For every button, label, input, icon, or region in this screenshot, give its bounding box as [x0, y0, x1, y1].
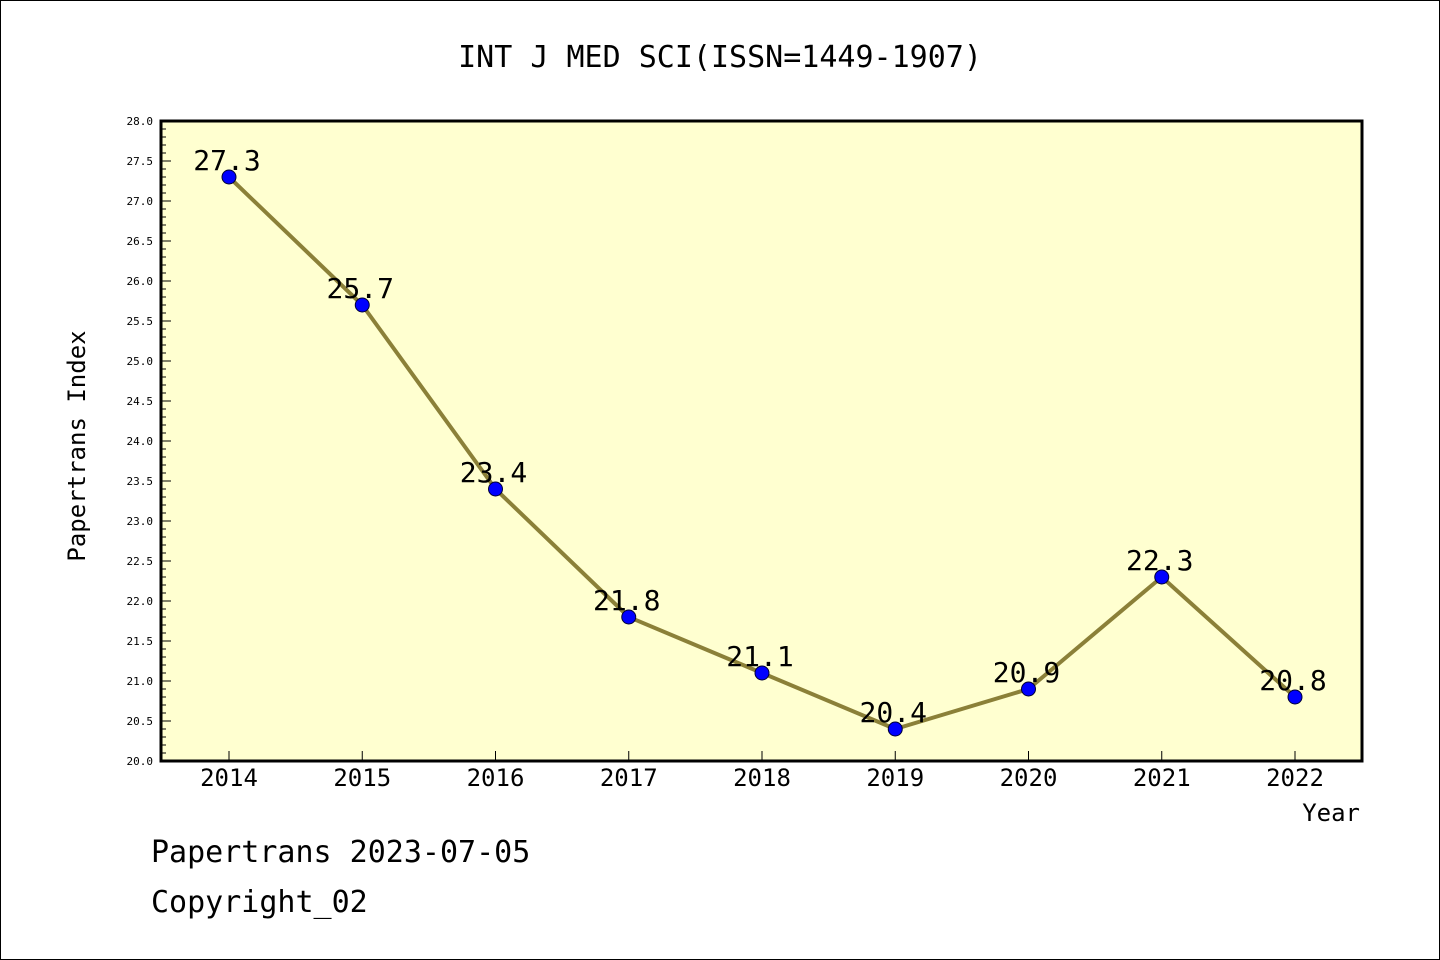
y-tick-label: 27.5 — [127, 155, 154, 168]
x-tick-label: 2018 — [733, 764, 791, 792]
x-tick-label: 2022 — [1266, 764, 1324, 792]
data-point — [1021, 681, 1036, 697]
footer-date: Papertrans 2023-07-05 — [151, 835, 531, 870]
data-label: 21.1 — [726, 640, 793, 673]
data-point — [488, 481, 503, 497]
y-axis-label: Papertrans Index — [63, 330, 91, 561]
y-tick-label: 23.0 — [127, 515, 154, 528]
data-series: 27.3 25.7 23.4 21.8 21.1 20.4 20.9 22.3 20.8 — [193, 144, 1327, 737]
data-label: 25.7 — [327, 272, 394, 305]
y-tick-label: 23.5 — [127, 475, 154, 488]
data-point — [1154, 569, 1170, 585]
x-tick-label: 2019 — [866, 764, 924, 792]
data-point — [887, 721, 903, 737]
data-point — [1287, 689, 1303, 705]
x-axis-ticks: 2014 2015 2016 2017 2018 2019 2020 2021 2022 — [200, 751, 1324, 792]
data-label: 27.3 — [193, 144, 260, 177]
y-tick-label: 26.5 — [127, 235, 154, 248]
y-tick-label: 24.0 — [127, 435, 154, 448]
chart-title: INT J MED SCI(ISSN=1449-1907) — [458, 40, 982, 75]
data-point — [754, 665, 770, 681]
x-tick-label: 2020 — [1000, 764, 1058, 792]
data-label: 20.4 — [860, 696, 927, 729]
data-point — [221, 169, 237, 185]
data-label: 23.4 — [460, 456, 527, 489]
data-label: 20.8 — [1259, 664, 1326, 697]
y-tick-label: 28.0 — [127, 115, 154, 128]
y-tick-label: 26.0 — [127, 275, 154, 288]
x-tick-label: 2015 — [333, 764, 391, 792]
x-tick-label: 2017 — [600, 764, 658, 792]
y-tick-label: 25.5 — [127, 315, 154, 328]
y-tick-label: 21.5 — [127, 635, 154, 648]
data-point — [354, 297, 370, 313]
y-tick-label: 24.5 — [127, 395, 154, 408]
y-tick-label: 22.0 — [127, 595, 154, 608]
y-tick-label: 22.5 — [127, 555, 154, 568]
x-tick-label: 2014 — [200, 764, 258, 792]
y-tick-label: 27.0 — [127, 195, 154, 208]
data-point — [621, 609, 637, 625]
x-tick-label: 2021 — [1133, 764, 1191, 792]
y-tick-label: 20.0 — [127, 755, 154, 768]
plot-area — [159, 119, 1364, 763]
y-tick-label: 25.0 — [127, 355, 154, 368]
y-axis-ticks: 20.0 20.5 21.0 21.5 22.0 22.5 23.0 23.5 24.0 24.5… — [127, 115, 171, 768]
data-label: 20.9 — [993, 656, 1060, 689]
y-tick-label: 21.0 — [127, 675, 154, 688]
footer-copyright: Copyright_02 — [151, 885, 368, 920]
y-tick-label: 20.5 — [127, 715, 154, 728]
data-label: 22.3 — [1126, 544, 1193, 577]
data-label: 21.8 — [593, 584, 660, 617]
x-axis-label: Year — [1302, 799, 1360, 827]
x-tick-label: 2016 — [467, 764, 525, 792]
